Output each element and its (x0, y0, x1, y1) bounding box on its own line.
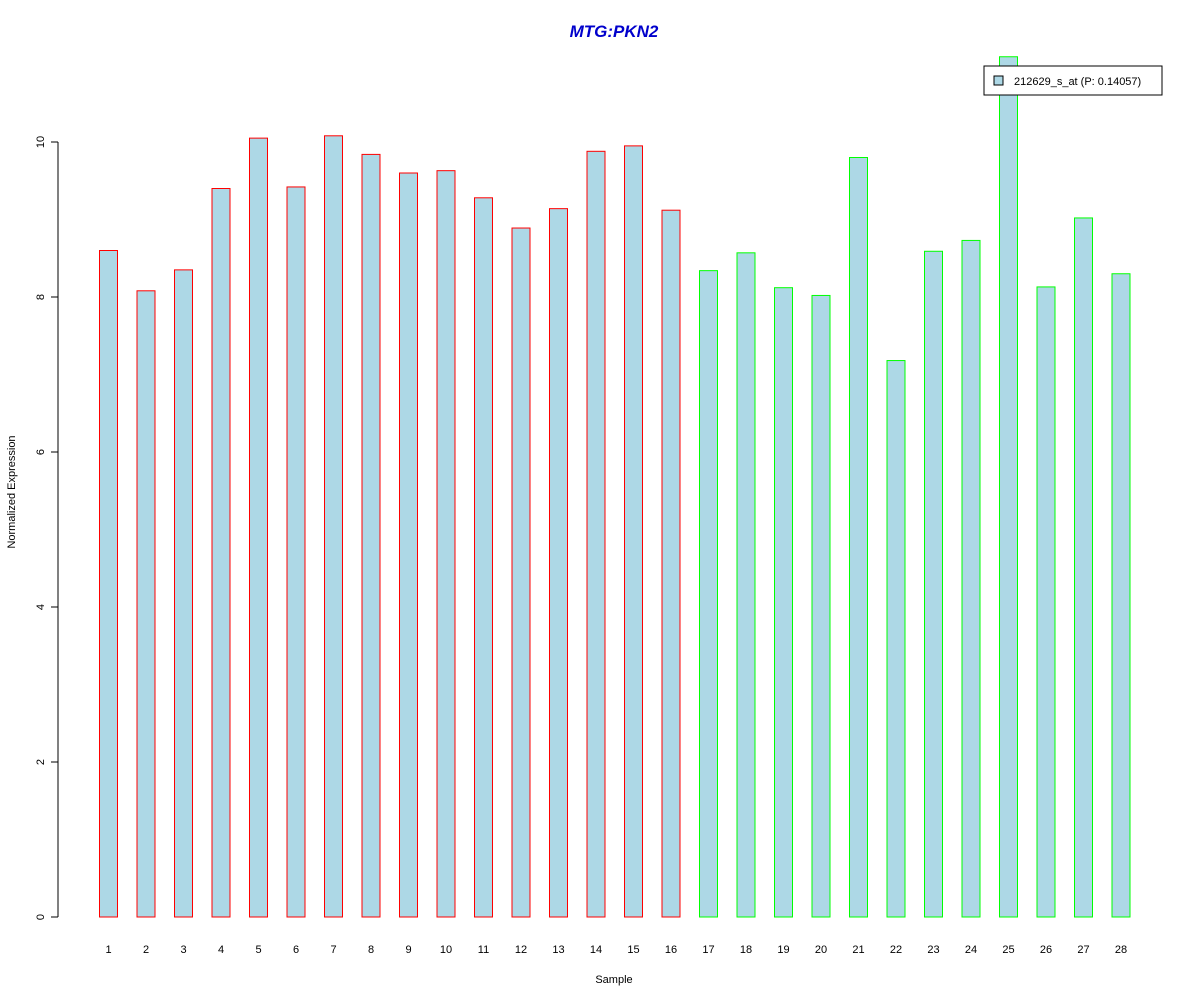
bar-sample-26 (1036, 286, 1056, 918)
bar-sample-24 (961, 239, 981, 918)
bar-sample-7 (324, 135, 343, 918)
y-tick-label: 2 (35, 759, 47, 765)
x-tick-label: 12 (515, 944, 527, 956)
x-tick-label: 22 (890, 944, 902, 956)
x-tick-labels: 1 2 3 4 5 6 7 8 9 10 11 12 13 14 15 16 17 18 19 20 21 22 23 24 2… (105, 944, 1127, 956)
bar-sample-9 (399, 172, 418, 918)
x-tick-label: 13 (552, 944, 564, 956)
x-tick-label: 8 (368, 944, 374, 956)
legend: 212629_s_at (P: 0.14057) (983, 65, 1163, 96)
bar-sample-21 (849, 157, 868, 918)
bar-sample-6 (286, 186, 306, 918)
y-tick-label: 8 (35, 294, 47, 300)
x-tick-label: 16 (665, 944, 677, 956)
legend-swatch (993, 75, 1004, 86)
x-tick-label: 11 (478, 944, 489, 956)
bar-sample-25 (999, 56, 1018, 918)
bar-sample-17 (699, 270, 718, 918)
x-tick-label: 26 (1040, 944, 1052, 956)
x-tick-label: 25 (1002, 944, 1014, 956)
x-tick-label: 21 (852, 944, 864, 956)
y-tick-label: 6 (35, 449, 47, 455)
bar-sample-11 (474, 197, 493, 918)
x-tick-label: 10 (440, 944, 452, 956)
x-tick-label: 27 (1077, 944, 1089, 956)
bar-sample-27 (1074, 217, 1093, 918)
bar-sample-15 (624, 145, 643, 918)
bar-sample-14 (586, 150, 606, 918)
bar-sample-19 (774, 287, 793, 918)
x-tick-label: 15 (627, 944, 639, 956)
bar-sample-18 (736, 252, 756, 918)
x-tick-label: 23 (927, 944, 939, 956)
x-tick-label: 14 (590, 944, 602, 956)
x-tick-label: 1 (105, 944, 111, 956)
bar-sample-22 (886, 360, 906, 918)
bar-sample-13 (549, 208, 568, 918)
y-tick-label: 10 (35, 136, 47, 148)
x-tick-label: 19 (777, 944, 789, 956)
x-axis-label: Sample (595, 974, 632, 986)
x-tick-label: 17 (702, 944, 714, 956)
x-tick-label: 2 (143, 944, 149, 956)
bar-sample-28 (1111, 273, 1131, 918)
bar-sample-4 (211, 188, 231, 918)
bar-sample-20 (811, 294, 831, 918)
y-axis-label: Normalized Expression (6, 435, 18, 548)
x-tick-label: 24 (965, 944, 977, 956)
chart-title: MTG:PKN2 (570, 22, 659, 41)
y-tick-label: 0 (35, 914, 47, 920)
x-tick-label: 4 (218, 944, 224, 956)
y-axis: 0 2 4 6 8 10 (35, 136, 59, 920)
x-tick-label: 20 (815, 944, 827, 956)
bar-sample-1 (99, 250, 118, 918)
bar-sample-10 (436, 170, 456, 918)
legend-box (983, 65, 1163, 96)
bar-sample-16 (661, 209, 681, 918)
x-tick-label: 7 (330, 944, 336, 956)
bar-sample-3 (174, 269, 193, 918)
bar-sample-23 (924, 250, 943, 918)
x-tick-label: 9 (405, 944, 411, 956)
x-tick-label: 5 (255, 944, 261, 956)
bar-sample-8 (361, 153, 381, 918)
bar-sample-5 (249, 137, 268, 918)
x-tick-label: 18 (740, 944, 752, 956)
bar-sample-2 (136, 290, 156, 918)
x-tick-label: 3 (180, 944, 186, 956)
bars-group (99, 56, 1131, 918)
legend-label: 212629_s_at (P: 0.14057) (1014, 76, 1141, 88)
bar-sample-12 (511, 227, 531, 918)
x-tick-label: 6 (293, 944, 299, 956)
y-tick-label: 4 (35, 604, 47, 610)
x-tick-label: 28 (1115, 944, 1127, 956)
